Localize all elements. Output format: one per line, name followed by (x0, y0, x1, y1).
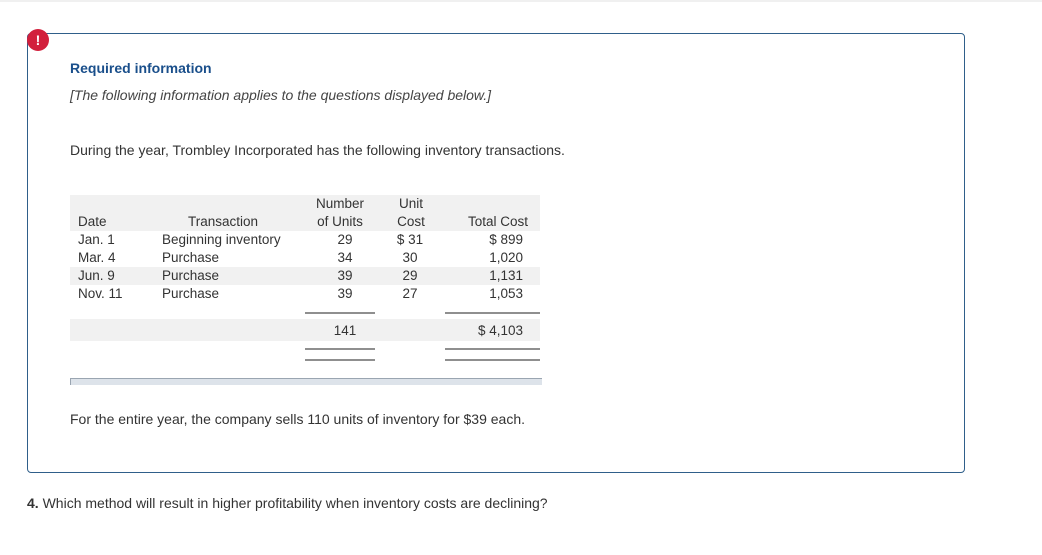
row-band (70, 267, 540, 285)
row-units: 39 (337, 286, 353, 301)
row-date: Jun. 9 (78, 268, 115, 283)
total-subtotal-rule (445, 312, 540, 314)
units-subtotal-rule (305, 312, 375, 314)
header-cost-line1: Unit (398, 196, 423, 211)
row-date: Mar. 4 (78, 250, 116, 265)
question-number: 4. (27, 495, 39, 511)
row-total-cost: $ 899 (489, 232, 523, 247)
row-total-cost: 1,053 (489, 286, 523, 301)
total-cost-sum: $ 4,103 (477, 323, 523, 338)
row-unit-cost: 27 (402, 286, 418, 301)
row-unit-cost: $ 31 (396, 232, 424, 247)
question-4: 4. Which method will result in higher pr… (27, 495, 548, 511)
row-date: Jan. 1 (78, 232, 115, 247)
row-date: Nov. 11 (78, 286, 123, 301)
row-transaction: Purchase (162, 268, 220, 283)
units-double-rule-bottom (305, 359, 375, 361)
header-cost-line2: Cost (397, 214, 425, 229)
row-total-cost: 1,131 (489, 268, 523, 283)
table-header-band (70, 195, 540, 231)
intro-text: During the year, Trombley Incorporated h… (70, 142, 565, 158)
total-double-rule-top (445, 348, 540, 350)
row-transaction: Beginning inventory (162, 232, 281, 247)
row-units: 39 (337, 268, 353, 283)
table-footer-bar (70, 378, 542, 385)
total-units: 141 (333, 323, 357, 338)
row-unit-cost: 29 (402, 268, 418, 283)
units-double-rule-top (305, 348, 375, 350)
applies-note: [The following information applies to th… (70, 87, 492, 103)
row-transaction: Purchase (162, 286, 220, 301)
header-date: Date (78, 214, 107, 229)
total-double-rule-bottom (445, 359, 540, 361)
alert-icon: ! (27, 29, 49, 51)
header-units-line2: of Units (317, 214, 363, 229)
header-total-cost: Total Cost (467, 214, 529, 229)
sales-note: For the entire year, the company sells 1… (70, 411, 525, 427)
row-unit-cost: 30 (402, 250, 418, 265)
inventory-transactions-table: Date Transaction Number of Units Unit Co… (70, 195, 542, 385)
required-information-panel (27, 33, 965, 473)
header-units-line1: Number (315, 196, 364, 211)
row-transaction: Purchase (162, 250, 220, 265)
required-information-heading: Required information (70, 60, 212, 76)
question-text: Which method will result in higher profi… (42, 495, 548, 511)
top-divider (0, 0, 1042, 2)
row-units: 34 (337, 250, 353, 265)
header-transaction: Transaction (187, 214, 259, 229)
row-total-cost: 1,020 (489, 250, 523, 265)
totals-band (70, 319, 540, 341)
row-units: 29 (337, 232, 353, 247)
